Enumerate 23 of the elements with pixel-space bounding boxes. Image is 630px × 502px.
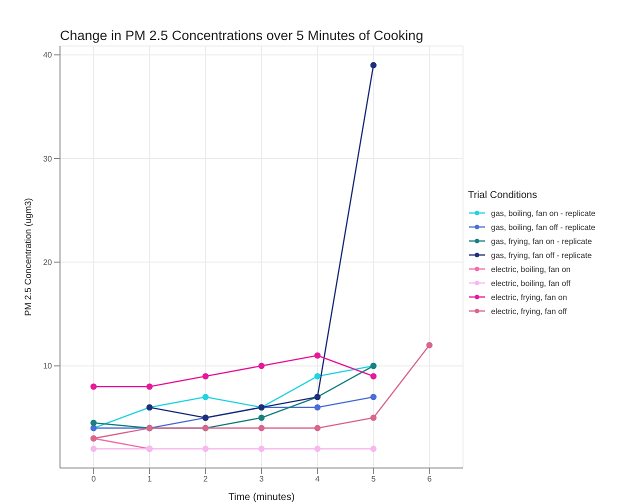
x-tick-label: 0 [91, 474, 96, 484]
legend-label: electric, frying, fan off [491, 306, 567, 316]
legend-title: Trial Conditions [468, 190, 538, 201]
legend-label: gas, boiling, fan off - replicate [491, 222, 596, 232]
legend-label: electric, frying, fan on [491, 292, 568, 302]
legend-label: electric, boiling, fan on [491, 264, 571, 274]
y-tick-label: 20 [43, 258, 53, 268]
legend-label: gas, frying, fan on - replicate [491, 236, 592, 246]
x-axis-title: Time (minutes) [228, 492, 295, 502]
x-tick-label: 5 [371, 474, 376, 484]
x-tick-label: 6 [427, 474, 432, 484]
legend-label: gas, boiling, fan on - replicate [491, 208, 596, 218]
y-tick-label: 30 [43, 154, 53, 164]
y-axis-title: PM 2.5 Concentration (ugm3) [23, 198, 34, 316]
x-tick-label: 3 [259, 474, 264, 484]
legend-label: electric, boiling, fan off [491, 278, 570, 288]
x-tick-label: 4 [315, 474, 320, 484]
legend-label: gas, frying, fan off - replicate [491, 250, 592, 260]
x-tick-label: 2 [203, 474, 208, 484]
y-tick-label: 10 [43, 362, 53, 371]
y-tick-label: 40 [43, 50, 53, 60]
x-tick-label: 1 [147, 474, 152, 484]
chart-title: Change in PM 2.5 Concentrations over 5 Minutes of Cooking [60, 28, 424, 43]
